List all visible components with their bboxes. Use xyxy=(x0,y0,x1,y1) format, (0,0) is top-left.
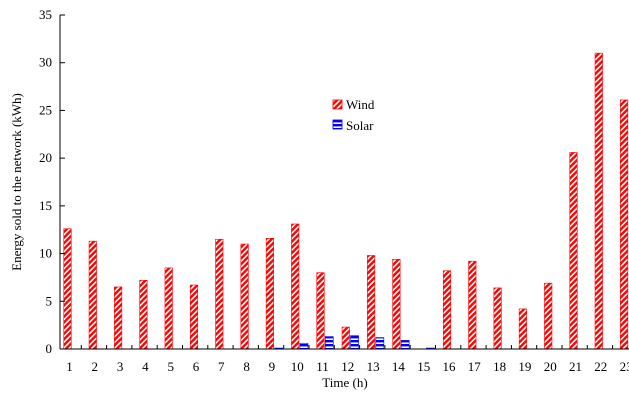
y-tick-label: 20 xyxy=(39,150,52,165)
solar-bar xyxy=(324,336,334,350)
x-tick-label: 17 xyxy=(468,359,482,374)
x-tick-label: 19 xyxy=(518,359,531,374)
x-tick-label: 10 xyxy=(291,359,304,374)
x-tick-label: 9 xyxy=(269,359,276,374)
legend-label-wind: Wind xyxy=(346,97,375,112)
x-tick-label: 22 xyxy=(594,359,607,374)
wind-bar xyxy=(164,267,173,350)
x-tick-label: 14 xyxy=(392,359,406,374)
x-axis-label: Time (h) xyxy=(322,375,367,390)
wind-bar xyxy=(569,152,578,350)
y-tick-label: 10 xyxy=(39,246,52,261)
wind-bar xyxy=(518,308,527,350)
wind-bar xyxy=(544,282,553,350)
x-tick-label: 3 xyxy=(117,359,124,374)
wind-bar xyxy=(367,255,376,350)
wind-bar xyxy=(265,238,274,350)
x-tick-label: 13 xyxy=(367,359,380,374)
x-axis-ticks: 1234567891011121314151617181920212223 xyxy=(66,345,629,374)
solar-bar xyxy=(299,342,309,350)
y-axis-ticks: 0 5 10 15 20 25 30 35 xyxy=(39,7,65,356)
solar-bar xyxy=(400,340,410,350)
x-tick-label: 16 xyxy=(443,359,457,374)
wind-bar xyxy=(114,286,123,350)
wind-bar xyxy=(392,258,401,350)
x-tick-label: 2 xyxy=(92,359,99,374)
y-tick-label: 5 xyxy=(46,293,53,308)
x-tick-label: 12 xyxy=(341,359,354,374)
y-tick-label: 15 xyxy=(39,198,52,213)
wind-bar xyxy=(316,272,325,350)
legend-swatch-wind xyxy=(332,99,343,110)
wind-bar xyxy=(468,260,477,350)
wind-bar xyxy=(594,52,603,350)
wind-bar xyxy=(442,270,452,350)
x-tick-label: 20 xyxy=(544,359,557,374)
x-tick-label: 11 xyxy=(316,359,329,374)
wind-bar xyxy=(291,223,300,350)
wind-bar xyxy=(240,243,249,350)
x-tick-label: 15 xyxy=(417,359,430,374)
y-axis-label: Energy sold to the network (kWh) xyxy=(9,93,24,271)
x-tick-label: 1 xyxy=(66,359,73,374)
wind-bar xyxy=(88,240,97,350)
y-tick-label: 30 xyxy=(39,55,52,70)
x-tick-label: 5 xyxy=(167,359,174,374)
wind-series xyxy=(63,52,629,350)
x-tick-label: 21 xyxy=(569,359,582,374)
y-tick-label: 35 xyxy=(39,7,52,22)
solar-bar xyxy=(375,337,385,350)
x-tick-label: 4 xyxy=(142,359,149,374)
wind-bar xyxy=(189,284,199,350)
wind-bar xyxy=(620,99,629,350)
x-tick-label: 23 xyxy=(620,359,629,374)
x-tick-label: 7 xyxy=(218,359,225,374)
x-tick-label: 18 xyxy=(493,359,506,374)
solar-bar xyxy=(350,335,359,350)
wind-bar xyxy=(215,238,224,350)
wind-bar xyxy=(341,326,350,350)
wind-bar xyxy=(139,279,148,350)
y-tick-label: 25 xyxy=(39,102,52,117)
y-tick-label: 0 xyxy=(46,341,53,356)
wind-bar xyxy=(63,228,72,350)
legend-swatch-solar xyxy=(332,119,343,130)
x-tick-label: 6 xyxy=(193,359,200,374)
x-tick-label: 8 xyxy=(243,359,250,374)
legend: Wind Solar xyxy=(332,97,375,133)
wind-bar xyxy=(493,287,502,350)
legend-label-solar: Solar xyxy=(346,118,374,133)
